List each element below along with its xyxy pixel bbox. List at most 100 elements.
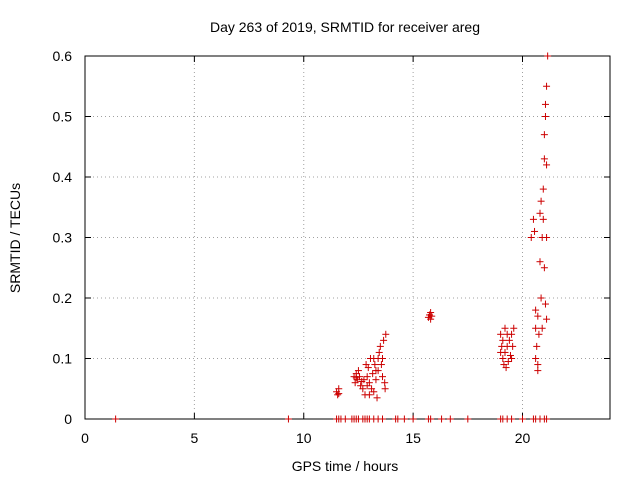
- data-point: [539, 185, 547, 193]
- data-point: [363, 382, 371, 390]
- y-axis-label: SRMTID / TECUs: [7, 183, 23, 293]
- data-point: [409, 415, 417, 423]
- data-point: [543, 82, 551, 90]
- data-point: [536, 209, 544, 217]
- axis-ticks: 0 5 10 15 20 0 0.1 0.2 0.3 0.4 0.5 0.6: [53, 48, 610, 446]
- data-point: [363, 373, 371, 381]
- y-tick-label: 0.2: [53, 290, 73, 306]
- data-point: [506, 351, 514, 359]
- data-point: [497, 330, 505, 338]
- data-point: [538, 324, 546, 332]
- data-point: [497, 348, 505, 356]
- x-tick-label: 0: [81, 430, 89, 446]
- data-point: [438, 415, 446, 423]
- data-point: [373, 394, 381, 402]
- data-point: [370, 388, 378, 396]
- data-point: [509, 342, 517, 350]
- grid-lines: [85, 56, 610, 419]
- data-point: [541, 100, 549, 108]
- data-point: [359, 385, 367, 393]
- x-tick-label: 5: [190, 430, 198, 446]
- data-point: [536, 258, 544, 266]
- data-point: [541, 300, 549, 308]
- data-point: [504, 358, 512, 366]
- data-point: [334, 391, 342, 399]
- data-point: [543, 161, 551, 169]
- data-point: [364, 364, 372, 372]
- data-point: [508, 415, 516, 423]
- data-point: [381, 385, 389, 393]
- data-point: [537, 197, 545, 205]
- data-point: [394, 415, 402, 423]
- data-point: [369, 370, 377, 378]
- y-tick-label: 0.6: [53, 48, 73, 64]
- data-point: [508, 355, 516, 362]
- data-point: [335, 390, 343, 398]
- data-points: [112, 52, 552, 423]
- data-point: [534, 312, 542, 320]
- data-point: [510, 324, 518, 332]
- data-point: [284, 415, 292, 423]
- data-point: [379, 415, 386, 423]
- data-point: [532, 324, 540, 332]
- data-point: [427, 315, 435, 323]
- x-tick-label: 20: [515, 430, 531, 446]
- data-point: [534, 367, 542, 375]
- data-point: [371, 361, 379, 369]
- data-point: [354, 367, 362, 375]
- data-point: [529, 215, 537, 223]
- data-point: [540, 131, 548, 139]
- data-point: [370, 355, 378, 362]
- data-point: [499, 336, 507, 344]
- data-point: [464, 415, 472, 423]
- data-point: [505, 336, 513, 344]
- data-point: [501, 324, 509, 332]
- data-point: [503, 330, 511, 338]
- data-point: [365, 391, 373, 399]
- data-point: [531, 227, 539, 235]
- y-tick-label: 0: [64, 411, 72, 427]
- data-point: [352, 374, 360, 382]
- data-point: [527, 234, 535, 241]
- data-point: [532, 306, 540, 314]
- data-point: [519, 415, 526, 423]
- data-point: [543, 234, 551, 241]
- data-point: [539, 215, 547, 223]
- data-point: [446, 415, 454, 423]
- y-tick-label: 0.3: [53, 230, 73, 246]
- data-point: [377, 361, 385, 369]
- data-point: [535, 330, 543, 338]
- x-tick-label: 15: [405, 430, 421, 446]
- data-point: [400, 415, 408, 423]
- data-point: [427, 309, 435, 317]
- data-point: [341, 415, 349, 423]
- data-point: [540, 264, 548, 272]
- data-point: [544, 52, 552, 60]
- data-point: [112, 415, 120, 423]
- x-tick-label: 10: [296, 430, 312, 446]
- data-point: [372, 367, 380, 375]
- y-tick-label: 0.5: [53, 109, 73, 125]
- data-point: [540, 155, 548, 163]
- data-point: [502, 364, 510, 372]
- chart-title: Day 263 of 2019, SRMTID for receiver are…: [210, 19, 480, 35]
- data-point: [543, 315, 551, 323]
- x-axis-label: GPS time / hours: [292, 458, 399, 474]
- data-point: [382, 330, 390, 338]
- data-point: [543, 415, 551, 423]
- data-point: [379, 373, 386, 381]
- data-point: [533, 342, 541, 350]
- data-point: [375, 348, 383, 356]
- data-point: [499, 355, 507, 362]
- data-point: [356, 373, 364, 381]
- data-point: [427, 415, 435, 423]
- data-point: [428, 312, 436, 320]
- data-point: [376, 342, 384, 350]
- data-point: [534, 361, 542, 369]
- data-point: [380, 336, 388, 344]
- data-point: [381, 379, 389, 387]
- data-point: [541, 113, 549, 120]
- data-point: [372, 376, 380, 384]
- data-point: [532, 355, 540, 362]
